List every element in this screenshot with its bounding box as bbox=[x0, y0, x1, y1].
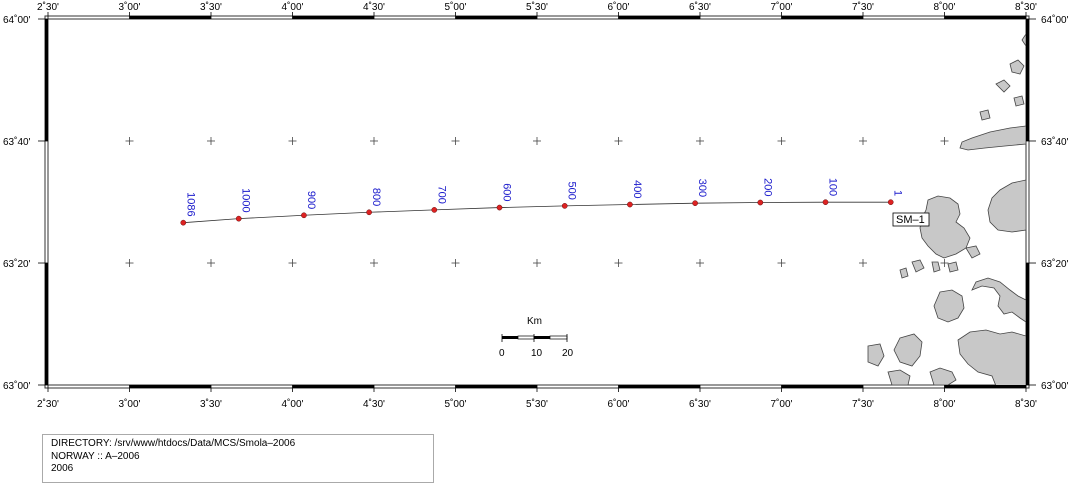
lat-label-right: 63˚40' bbox=[1041, 136, 1069, 148]
lon-label-top: 3˚00' bbox=[119, 1, 141, 13]
frame-segment-bottom bbox=[618, 385, 700, 388]
lon-label-bottom: 7˚00' bbox=[771, 398, 793, 410]
scale-title: Km bbox=[527, 316, 542, 327]
shot-label: 400 bbox=[631, 180, 643, 198]
shot-point bbox=[561, 203, 568, 209]
scale-label-10: 10 bbox=[531, 348, 543, 359]
shot-point bbox=[180, 219, 187, 226]
lon-label-bottom: 4˚00' bbox=[282, 398, 304, 410]
scale-seg-2 bbox=[517, 335, 535, 340]
line-name-box: SM–1 bbox=[892, 212, 930, 227]
frame-segment-left bbox=[45, 19, 48, 141]
tick-labels: 2˚30' 2˚30' 3˚00' 3˚00' 3˚30' 3˚30' 4˚00' 4˚00'… bbox=[3, 1, 1069, 410]
scale-seg-4 bbox=[549, 335, 568, 340]
lat-label-right: 64˚00' bbox=[1041, 14, 1069, 26]
lat-label-left: 63˚00' bbox=[3, 380, 31, 392]
survey-text: NORWAY :: A–2006 bbox=[51, 450, 140, 462]
track-polyline bbox=[183, 201, 891, 224]
shot-point bbox=[235, 215, 242, 222]
scale-bar: Km 0 10 20 bbox=[499, 316, 574, 359]
lat-label-left: 63˚20' bbox=[3, 258, 31, 270]
lon-label-bottom: 8˚00' bbox=[934, 398, 956, 410]
directory-text: DIRECTORY: /srv/www/htdocs/Data/MCS/Smol… bbox=[51, 438, 296, 449]
shot-label: 700 bbox=[435, 186, 447, 204]
shot-point bbox=[627, 201, 633, 208]
lon-label-bottom: 8˚30' bbox=[1015, 398, 1037, 410]
shot-point bbox=[692, 200, 698, 207]
shot-label: 200 bbox=[761, 178, 773, 196]
lon-label-bottom: 6˚30' bbox=[689, 398, 711, 410]
lon-label-top: 6˚00' bbox=[608, 1, 630, 13]
shot-label: 800 bbox=[370, 188, 382, 206]
scale-seg-3 bbox=[534, 336, 550, 339]
shot-point bbox=[822, 199, 829, 206]
lon-label-bottom: 3˚00' bbox=[119, 398, 141, 410]
frame-segment-top bbox=[292, 16, 374, 19]
lon-label-top: 7˚30' bbox=[852, 1, 874, 13]
shot-label: 600 bbox=[501, 183, 513, 201]
lon-label-top: 5˚00' bbox=[445, 1, 467, 13]
lon-label-top: 6˚30' bbox=[689, 1, 711, 13]
lon-label-top: 3˚30' bbox=[200, 1, 222, 13]
lat-label-left: 64˚00' bbox=[3, 14, 31, 26]
shot-point bbox=[496, 204, 503, 211]
frame-segment-bottom bbox=[781, 385, 863, 388]
info-box: DIRECTORY: /srv/www/htdocs/Data/MCS/Smol… bbox=[42, 434, 434, 483]
shot-point bbox=[431, 207, 438, 213]
shot-point bbox=[301, 212, 307, 219]
shot-point bbox=[366, 209, 372, 216]
line-name-label: SM–1 bbox=[896, 214, 925, 226]
lat-label-left: 63˚40' bbox=[3, 136, 31, 148]
year-text: 2006 bbox=[51, 463, 74, 474]
lon-label-bottom: 3˚30' bbox=[200, 398, 222, 410]
frame-segment-top bbox=[944, 16, 1026, 19]
shot-label: 1086 bbox=[184, 192, 196, 216]
lat-label-right: 63˚20' bbox=[1041, 258, 1069, 270]
shot-points bbox=[180, 199, 894, 226]
shot-labels: 1 100 200 300 400 500 600 700 800 900 1000 1086 bbox=[184, 178, 903, 217]
lon-label-bottom: 7˚30' bbox=[852, 398, 874, 410]
shot-point bbox=[757, 199, 764, 206]
frame-segment-top bbox=[618, 16, 700, 19]
frame-segment-bottom bbox=[944, 385, 1026, 388]
shot-label: 500 bbox=[566, 182, 578, 200]
frame-segment-top bbox=[129, 16, 211, 19]
grid-crosses bbox=[125, 136, 949, 268]
lon-label-bottom: 5˚30' bbox=[526, 398, 548, 410]
track-line bbox=[183, 201, 891, 224]
shot-label: 300 bbox=[696, 179, 708, 197]
frame-ticks bbox=[38, 12, 1036, 392]
lon-label-top: 4˚00' bbox=[282, 1, 304, 13]
lon-label-top: 2˚30' bbox=[37, 1, 59, 13]
lon-label-bottom: 4˚30' bbox=[363, 398, 385, 410]
frame-segment-left bbox=[45, 263, 48, 385]
scale-label-20: 20 bbox=[562, 348, 574, 359]
lon-label-top: 4˚30' bbox=[363, 1, 385, 13]
shot-label: 100 bbox=[827, 178, 839, 196]
lon-label-top: 5˚30' bbox=[526, 1, 548, 13]
shot-point bbox=[887, 199, 894, 206]
scale-seg-1 bbox=[502, 336, 518, 339]
lon-label-bottom: 2˚30' bbox=[37, 398, 59, 410]
lat-label-right: 63˚00' bbox=[1041, 380, 1069, 392]
shot-label: 900 bbox=[305, 191, 317, 209]
lon-label-top: 7˚00' bbox=[771, 1, 793, 13]
frame-segment-bottom bbox=[292, 385, 374, 388]
norway-coastline bbox=[867, 32, 1027, 387]
frame-segment-bottom bbox=[455, 385, 537, 388]
frame-segment-right bbox=[1026, 19, 1029, 141]
shot-label: 1 bbox=[892, 190, 904, 196]
lon-label-bottom: 6˚00' bbox=[608, 398, 630, 410]
frame-segment-top bbox=[781, 16, 863, 19]
frame-segment-top bbox=[455, 16, 537, 19]
lon-label-bottom: 5˚00' bbox=[445, 398, 467, 410]
frame-segment-right bbox=[1026, 263, 1029, 385]
lon-label-top: 8˚30' bbox=[1015, 1, 1037, 13]
shot-label: 1000 bbox=[240, 188, 252, 212]
scale-label-0: 0 bbox=[499, 348, 505, 359]
lon-label-top: 8˚00' bbox=[934, 1, 956, 13]
frame-segment-bottom bbox=[129, 385, 211, 388]
